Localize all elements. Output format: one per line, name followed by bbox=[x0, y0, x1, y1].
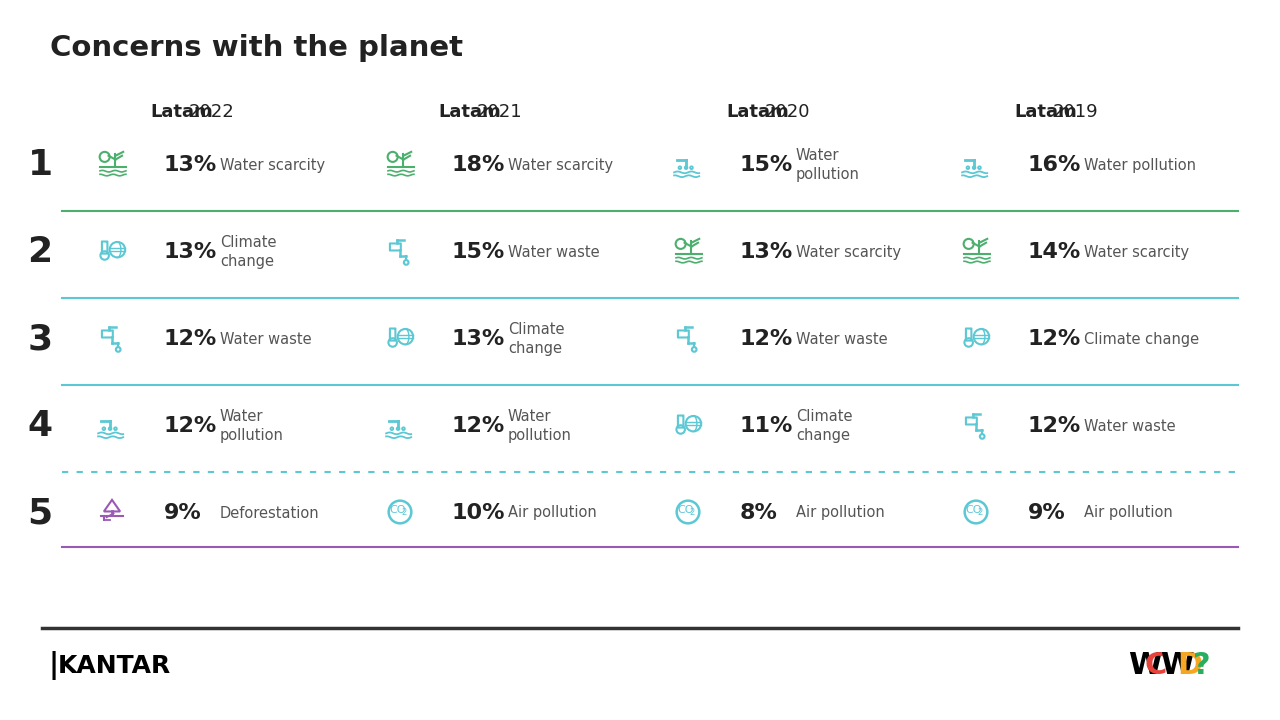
Text: KANTAR: KANTAR bbox=[58, 654, 172, 678]
Text: D: D bbox=[1178, 652, 1202, 680]
Text: 2021: 2021 bbox=[477, 103, 522, 121]
Text: Water scarcity: Water scarcity bbox=[220, 158, 325, 173]
Text: Water scarcity: Water scarcity bbox=[796, 245, 901, 259]
Text: Climate
change: Climate change bbox=[220, 235, 276, 269]
Text: 3: 3 bbox=[27, 322, 52, 356]
Text: 2: 2 bbox=[27, 235, 52, 269]
Text: 13%: 13% bbox=[740, 242, 794, 262]
Text: Water waste: Water waste bbox=[508, 245, 599, 259]
Text: 12%: 12% bbox=[1028, 329, 1082, 349]
Text: 2022: 2022 bbox=[189, 103, 234, 121]
Text: Water scarcity: Water scarcity bbox=[508, 158, 613, 173]
Text: 16%: 16% bbox=[1028, 155, 1082, 175]
Text: CO: CO bbox=[389, 505, 406, 516]
Text: 9%: 9% bbox=[164, 503, 202, 523]
Text: C: C bbox=[1146, 652, 1167, 680]
Text: 12%: 12% bbox=[452, 416, 506, 436]
Text: 1: 1 bbox=[27, 148, 52, 182]
Text: Water
pollution: Water pollution bbox=[508, 409, 572, 444]
Text: 13%: 13% bbox=[164, 242, 218, 262]
Text: Concerns with the planet: Concerns with the planet bbox=[50, 34, 463, 62]
Text: Air pollution: Air pollution bbox=[796, 505, 884, 521]
Text: Air pollution: Air pollution bbox=[1084, 505, 1172, 521]
Text: 13%: 13% bbox=[452, 329, 506, 349]
Text: 5: 5 bbox=[27, 496, 52, 530]
Text: 15%: 15% bbox=[740, 155, 794, 175]
Text: 12%: 12% bbox=[740, 329, 794, 349]
Text: Water waste: Water waste bbox=[1084, 418, 1175, 433]
Text: 12%: 12% bbox=[1028, 416, 1082, 436]
Text: 2: 2 bbox=[978, 508, 983, 517]
Text: Water scarcity: Water scarcity bbox=[1084, 245, 1189, 259]
Text: W: W bbox=[1160, 652, 1194, 680]
Text: Climate
change: Climate change bbox=[508, 322, 564, 356]
Text: 2019: 2019 bbox=[1053, 103, 1098, 121]
Text: Water
pollution: Water pollution bbox=[796, 148, 860, 182]
Text: 2020: 2020 bbox=[765, 103, 810, 121]
Text: Latam: Latam bbox=[150, 103, 212, 121]
Text: 2: 2 bbox=[402, 508, 407, 517]
Text: 2: 2 bbox=[690, 508, 695, 517]
Text: 12%: 12% bbox=[164, 329, 218, 349]
Text: CO: CO bbox=[677, 505, 694, 516]
Text: W: W bbox=[1128, 652, 1162, 680]
Text: Water
pollution: Water pollution bbox=[220, 409, 284, 444]
Text: Air pollution: Air pollution bbox=[508, 505, 596, 521]
Text: Water waste: Water waste bbox=[220, 331, 311, 346]
Text: 9%: 9% bbox=[1028, 503, 1066, 523]
Text: Water waste: Water waste bbox=[796, 331, 887, 346]
Text: 18%: 18% bbox=[452, 155, 506, 175]
Text: Climate
change: Climate change bbox=[796, 409, 852, 444]
Text: 8%: 8% bbox=[740, 503, 778, 523]
Text: ?: ? bbox=[1193, 652, 1211, 680]
Text: 12%: 12% bbox=[164, 416, 218, 436]
Text: 14%: 14% bbox=[1028, 242, 1082, 262]
Text: Latam: Latam bbox=[726, 103, 788, 121]
Text: Water pollution: Water pollution bbox=[1084, 158, 1196, 173]
Text: |: | bbox=[49, 652, 58, 680]
Text: Latam: Latam bbox=[438, 103, 500, 121]
Text: CO: CO bbox=[965, 505, 982, 516]
Text: 4: 4 bbox=[27, 409, 52, 443]
Text: 15%: 15% bbox=[452, 242, 506, 262]
Text: Deforestation: Deforestation bbox=[220, 505, 320, 521]
Text: Climate change: Climate change bbox=[1084, 331, 1199, 346]
Text: 11%: 11% bbox=[740, 416, 794, 436]
Text: 13%: 13% bbox=[164, 155, 218, 175]
Text: 10%: 10% bbox=[452, 503, 506, 523]
Text: Latam: Latam bbox=[1014, 103, 1076, 121]
